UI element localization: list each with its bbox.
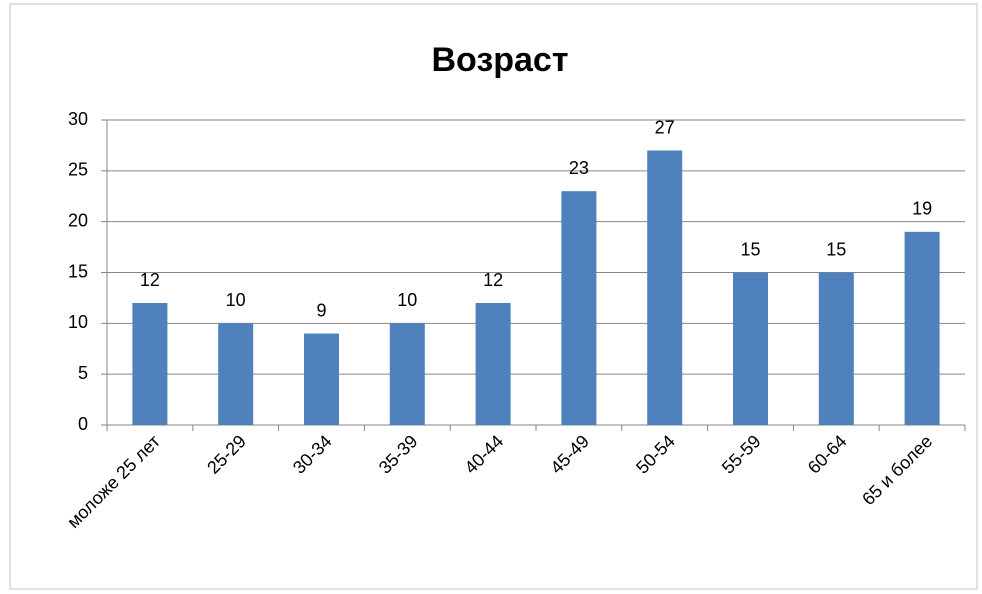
- chart-title: Возраст: [431, 41, 568, 79]
- chart-frame: [9, 3, 978, 590]
- y-tick-label: 20: [68, 210, 88, 230]
- bar: [304, 333, 339, 425]
- data-label: 9: [316, 300, 326, 320]
- bar: [218, 323, 254, 425]
- bar: [733, 272, 768, 425]
- y-tick-label: 25: [68, 160, 88, 180]
- data-label: 12: [483, 270, 503, 290]
- y-tick-label: 30: [68, 109, 88, 129]
- y-tick-label: 5: [78, 363, 88, 383]
- bar: [647, 150, 683, 425]
- data-label: 12: [140, 270, 160, 290]
- data-label: 10: [226, 290, 246, 310]
- bar: [818, 272, 854, 425]
- data-label: 23: [569, 158, 589, 178]
- bar: [561, 191, 597, 425]
- data-label: 15: [826, 239, 846, 259]
- y-tick-label: 15: [68, 261, 88, 281]
- y-tick-label: 0: [78, 414, 88, 434]
- bar: [389, 323, 425, 425]
- bar: [475, 303, 511, 425]
- data-label: 15: [740, 239, 760, 259]
- data-label: 27: [655, 117, 675, 137]
- data-label: 10: [397, 290, 417, 310]
- bar: [132, 303, 168, 425]
- data-label: 19: [912, 199, 932, 219]
- bar: [904, 231, 940, 425]
- y-tick-label: 10: [68, 312, 88, 332]
